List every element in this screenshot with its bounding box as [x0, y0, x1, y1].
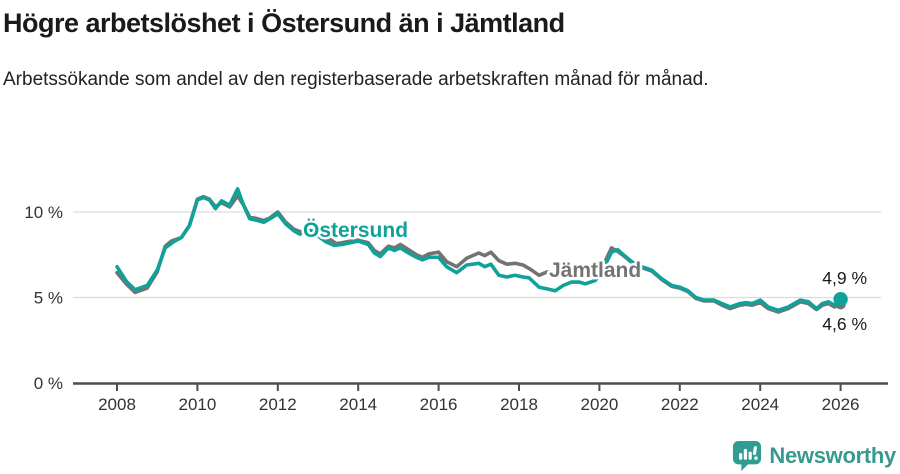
series-label-ostersund: Östersund	[303, 219, 408, 242]
chart-header: Högre arbetslöshet i Östersund än i Jämt…	[3, 8, 883, 95]
x-tick-label: 2022	[661, 395, 699, 414]
series-line-jamtland	[115, 194, 843, 314]
chart-subtitle: Arbetssökande som andel av den registerb…	[3, 69, 709, 90]
series-line-ostersund	[115, 187, 843, 313]
end-value-label-jamtland: 4,6 %	[822, 314, 867, 334]
end-value-label-ostersund: 4,9 %	[822, 268, 867, 288]
y-tick-label: 0 %	[34, 374, 63, 393]
x-tick-label: 2010	[178, 395, 216, 414]
x-tick-label: 2026	[822, 395, 860, 414]
series-label-jamtland: Jämtland	[549, 259, 641, 282]
x-tick-label: 2024	[741, 395, 779, 414]
x-tick-label: 2008	[98, 395, 136, 414]
page-title: Högre arbetslöshet i Östersund än i Jämt…	[3, 8, 565, 38]
x-tick-label: 2020	[580, 395, 618, 414]
y-tick-label: 10 %	[24, 203, 63, 222]
y-tick-label: 5 %	[34, 289, 63, 308]
newsworthy-attribution[interactable]: Newsworthy	[732, 440, 896, 471]
x-tick-label: 2012	[259, 395, 297, 414]
x-tick-label: 2016	[420, 395, 458, 414]
brand-name: Newsworthy	[769, 442, 896, 468]
newsworthy-logo-icon	[733, 440, 762, 471]
x-tick-label: 2018	[500, 395, 538, 414]
x-tick-label: 2014	[339, 395, 377, 414]
end-dot-ostersund	[833, 292, 848, 307]
